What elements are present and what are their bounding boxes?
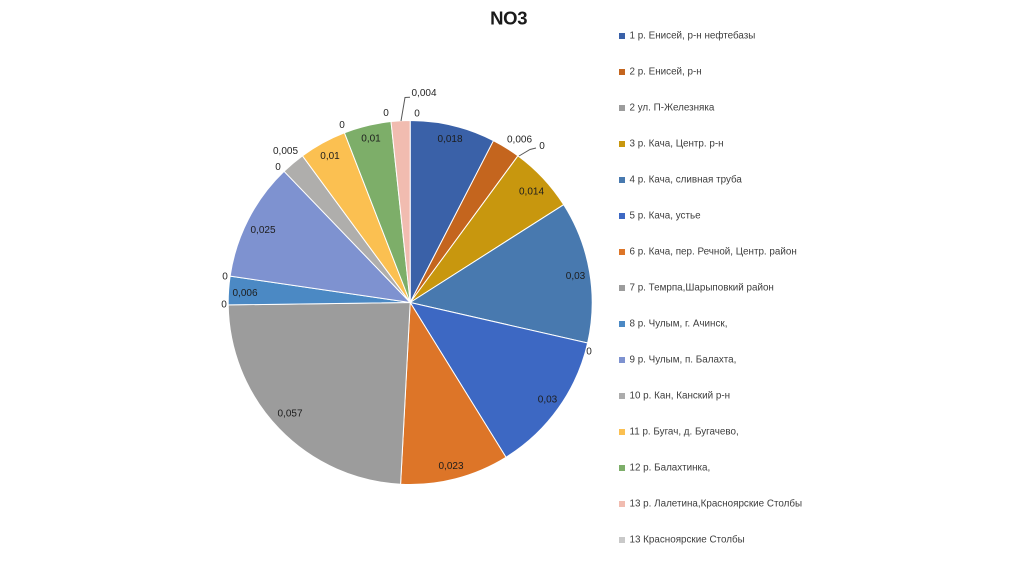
svg-text:2 ул. П-Железняка: 2 ул. П-Железняка xyxy=(630,103,715,114)
svg-text:0: 0 xyxy=(539,141,545,152)
svg-text:0,023: 0,023 xyxy=(438,461,463,472)
svg-text:0: 0 xyxy=(222,272,228,283)
svg-text:13 р. Лалетина,Красноярские Ст: 13 р. Лалетина,Красноярские Столбы xyxy=(630,499,803,510)
svg-text:3 р. Кача, Центр. р-н: 3 р. Кача, Центр. р-н xyxy=(630,139,724,150)
svg-text:0: 0 xyxy=(275,162,281,173)
svg-text:0: 0 xyxy=(339,120,345,131)
svg-text:0,006: 0,006 xyxy=(232,288,257,299)
svg-text:0: 0 xyxy=(586,347,592,358)
svg-text:4 р. Кача, сливная труба: 4 р. Кача, сливная труба xyxy=(630,175,743,186)
svg-text:0,006: 0,006 xyxy=(507,135,532,146)
svg-text:9 р. Чулым, п. Балахта,: 9 р. Чулым, п. Балахта, xyxy=(630,355,737,366)
svg-text:0,018: 0,018 xyxy=(437,134,462,145)
svg-text:0,014: 0,014 xyxy=(519,187,544,198)
svg-text:0,057: 0,057 xyxy=(277,409,302,420)
svg-text:8 р. Чулым, г. Ачинск,: 8 р. Чулым, г. Ачинск, xyxy=(630,319,728,330)
svg-text:0,004: 0,004 xyxy=(411,88,436,99)
svg-text:0,03: 0,03 xyxy=(538,395,558,406)
svg-text:6 р. Кача, пер. Речной, Центр.: 6 р. Кача, пер. Речной, Центр. район xyxy=(630,247,797,258)
svg-text:2 р. Енисей, р-н: 2 р. Енисей, р-н xyxy=(630,67,702,78)
svg-text:NO3: NO3 xyxy=(490,8,527,29)
svg-text:0: 0 xyxy=(221,300,227,311)
svg-text:0,005: 0,005 xyxy=(273,146,298,157)
svg-text:11 р. Бугач, д. Бугачево,: 11 р. Бугач, д. Бугачево, xyxy=(630,427,739,438)
svg-text:13 Красноярские Столбы: 13 Красноярские Столбы xyxy=(630,535,745,546)
svg-text:0,025: 0,025 xyxy=(250,225,275,236)
svg-text:10 р. Кан, Канский р-н: 10 р. Кан, Канский р-н xyxy=(630,391,731,402)
svg-text:7 р. Темрпа,Шарыповкий район: 7 р. Темрпа,Шарыповкий район xyxy=(630,283,774,294)
svg-text:5 р. Кача, устье: 5 р. Кача, устье xyxy=(630,211,702,222)
svg-text:0: 0 xyxy=(383,108,389,119)
svg-text:0,01: 0,01 xyxy=(361,134,381,145)
svg-text:12 р. Балахтинка,: 12 р. Балахтинка, xyxy=(630,463,711,474)
svg-text:0,03: 0,03 xyxy=(566,271,586,282)
svg-text:0: 0 xyxy=(414,108,420,119)
svg-text:1 р. Енисей, р-н нефтебазы: 1 р. Енисей, р-н нефтебазы xyxy=(630,31,756,42)
svg-text:0,01: 0,01 xyxy=(320,151,340,162)
